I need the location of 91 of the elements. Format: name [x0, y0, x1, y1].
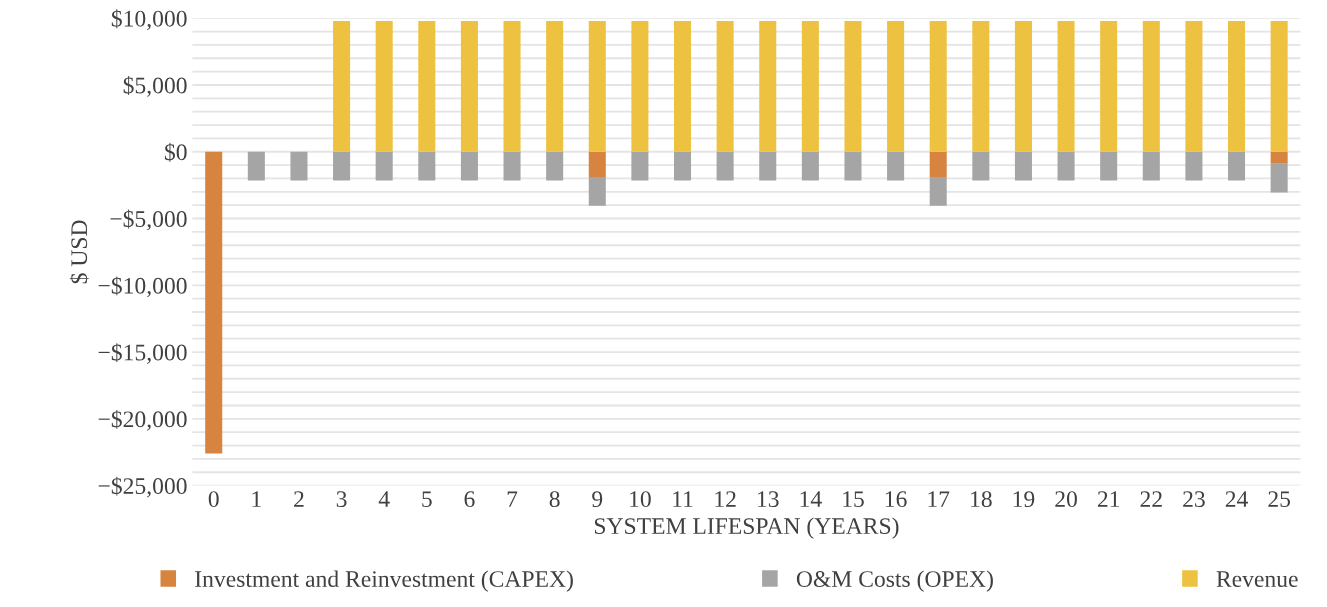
bar — [673, 20, 692, 152]
bar — [972, 20, 990, 152]
x-tick-label: 16 — [885, 491, 907, 508]
bar — [588, 151, 606, 178]
bar — [631, 20, 649, 152]
y-tick-label: −$25,000 — [98, 476, 187, 498]
x-tick-label: 12 — [715, 491, 736, 507]
bar — [1057, 20, 1075, 152]
bar — [1142, 20, 1160, 152]
bar — [375, 151, 393, 181]
bar — [588, 177, 606, 206]
bar — [1270, 151, 1288, 164]
bar — [1014, 20, 1032, 152]
bar — [1014, 151, 1032, 181]
y-tick-label: $5,000 — [123, 76, 187, 97]
x-tick-label: 18 — [971, 491, 992, 508]
x-tick-label: 0 — [208, 491, 219, 508]
bar — [1228, 151, 1246, 181]
x-tick-label: 21 — [1097, 491, 1120, 507]
bar — [1228, 20, 1246, 152]
bar — [844, 151, 862, 181]
y-tick-label: −$5,000 — [110, 209, 187, 231]
x-tick-label: 1 — [252, 491, 261, 507]
x-tick-label: 23 — [1183, 491, 1205, 508]
legend-label: Revenue — [1216, 571, 1298, 588]
bar — [418, 20, 436, 152]
bar — [801, 151, 819, 181]
bar — [503, 20, 521, 152]
bar — [290, 151, 308, 181]
x-tick-label: 11 — [673, 491, 693, 507]
bar — [1185, 151, 1203, 181]
y-axis-title: $ USD — [69, 220, 89, 284]
x-tick-label: 19 — [1013, 491, 1035, 508]
bar — [205, 151, 223, 454]
y-tick-label: $0 — [164, 142, 187, 162]
x-tick-label: 8 — [549, 491, 560, 508]
bar — [546, 151, 564, 181]
legend-label: Investment and Reinvestment (CAPEX) — [195, 570, 573, 592]
y-tick-label: −$15,000 — [98, 343, 187, 364]
bar — [673, 151, 692, 181]
y-tick-label: −$20,000 — [98, 409, 187, 431]
bar — [460, 20, 478, 152]
bar — [546, 20, 564, 152]
x-tick-label: 7 — [507, 491, 518, 507]
bar — [333, 20, 351, 152]
y-tick-label: $10,000 — [111, 9, 187, 31]
bar — [1270, 163, 1288, 193]
bar — [333, 151, 351, 181]
bar — [716, 20, 734, 152]
x-tick-label: 10 — [630, 491, 651, 508]
bar — [1142, 151, 1160, 181]
x-tick-label: 17 — [928, 491, 950, 507]
bar — [929, 151, 947, 178]
bar — [929, 177, 947, 206]
bar — [503, 151, 521, 181]
x-tick-label: 2 — [294, 491, 304, 507]
bar — [247, 151, 265, 181]
x-tick-label: 20 — [1055, 491, 1077, 508]
x-tick-label: 4 — [378, 491, 390, 507]
x-tick-label: 3 — [336, 491, 347, 508]
bar — [929, 20, 947, 152]
x-tick-label: 6 — [464, 491, 475, 508]
x-tick-label: 13 — [758, 491, 779, 508]
bar — [1185, 20, 1203, 152]
bar — [1057, 151, 1075, 181]
x-axis-title: SYSTEM LIFESPAN (YEARS) — [594, 517, 899, 539]
x-tick-label: 15 — [843, 491, 864, 508]
x-tick-label: 5 — [422, 491, 432, 508]
y-tick-label: −$10,000 — [98, 276, 187, 298]
x-tick-label: 25 — [1268, 491, 1291, 508]
bar — [375, 20, 393, 152]
x-tick-label: 14 — [800, 491, 822, 507]
bar — [460, 151, 478, 181]
legend-label: O&M Costs (OPEX) — [796, 570, 993, 592]
bar — [759, 20, 777, 152]
bar — [887, 151, 905, 181]
bar — [801, 20, 819, 152]
bar — [759, 151, 777, 181]
bar — [716, 151, 734, 181]
bar — [1270, 20, 1288, 152]
bar — [1100, 151, 1118, 181]
x-tick-label: 9 — [592, 491, 603, 508]
bar — [887, 20, 905, 152]
bar — [418, 151, 436, 181]
bar — [631, 151, 649, 181]
x-tick-label: 24 — [1225, 491, 1248, 507]
bar — [972, 151, 990, 181]
bar — [1100, 20, 1118, 152]
bar — [588, 20, 606, 152]
bar — [844, 20, 862, 152]
x-tick-label: 22 — [1140, 491, 1162, 507]
